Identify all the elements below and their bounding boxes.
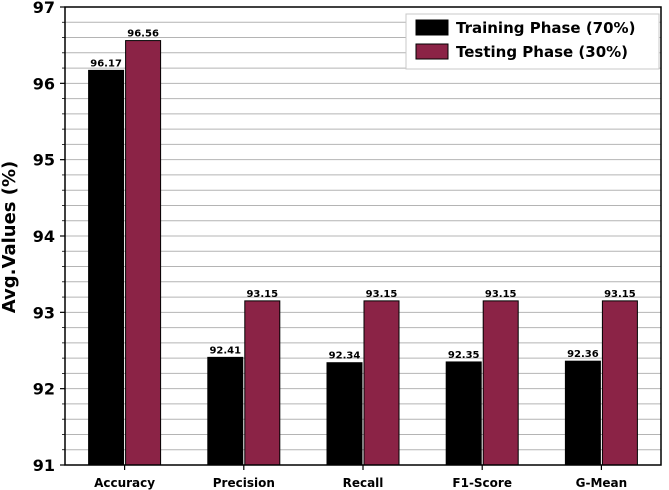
x-tick-label: Accuracy xyxy=(94,476,155,490)
legend: Training Phase (70%) Testing Phase (30%) xyxy=(405,13,660,70)
bar-training-recall xyxy=(326,362,363,466)
value-labels: 96.17 96.56 92.41 93.15 92.34 93.15 92.35 93.15… xyxy=(90,29,635,362)
value-label: 92.34 xyxy=(329,351,361,362)
value-label: 92.35 xyxy=(448,350,480,361)
y-axis-label: Avg.Values (%) xyxy=(0,161,20,314)
y-tick-label: 93 xyxy=(33,303,55,322)
value-label: 96.56 xyxy=(127,29,159,40)
value-label: 92.36 xyxy=(567,349,599,360)
x-tick-label: Precision xyxy=(213,476,275,490)
legend-label: Testing Phase (30%) xyxy=(456,43,628,61)
bar-training-f1-score xyxy=(445,361,482,466)
bar-testing-f1-score xyxy=(482,300,519,466)
value-label: 93.15 xyxy=(485,289,517,300)
value-label: 93.15 xyxy=(246,289,278,300)
bars xyxy=(88,40,638,466)
bar-testing-accuracy xyxy=(125,40,162,466)
y-tick-label: 96 xyxy=(33,74,55,93)
value-label: 93.15 xyxy=(604,289,636,300)
value-label: 92.41 xyxy=(209,345,241,356)
value-label: 96.17 xyxy=(90,58,122,69)
legend-label: Training Phase (70%) xyxy=(456,19,635,37)
bar-training-g-mean xyxy=(564,360,601,466)
y-tick-label: 91 xyxy=(33,456,55,475)
y-tick-label: 97 xyxy=(33,0,55,17)
bar-training-accuracy xyxy=(88,69,125,466)
bar-testing-g-mean xyxy=(601,300,638,466)
x-tick-label: Recall xyxy=(343,476,384,490)
bar-testing-precision xyxy=(244,300,281,466)
legend-swatch xyxy=(415,43,449,60)
y-tick-label: 94 xyxy=(33,227,55,246)
y-tick-label: 92 xyxy=(33,380,55,399)
x-tick-label: F1-Score xyxy=(452,476,512,490)
y-axis-ticks: 91 92 93 94 95 96 97 xyxy=(33,0,65,475)
legend-swatch xyxy=(415,19,449,36)
value-label: 93.15 xyxy=(366,289,398,300)
y-tick-label: 95 xyxy=(33,151,55,170)
bar-training-precision xyxy=(207,356,244,466)
x-axis-ticks: Accuracy Precision Recall F1-Score G-Mean xyxy=(94,465,627,490)
x-tick-label: G-Mean xyxy=(576,476,628,490)
bar-testing-recall xyxy=(363,300,400,466)
